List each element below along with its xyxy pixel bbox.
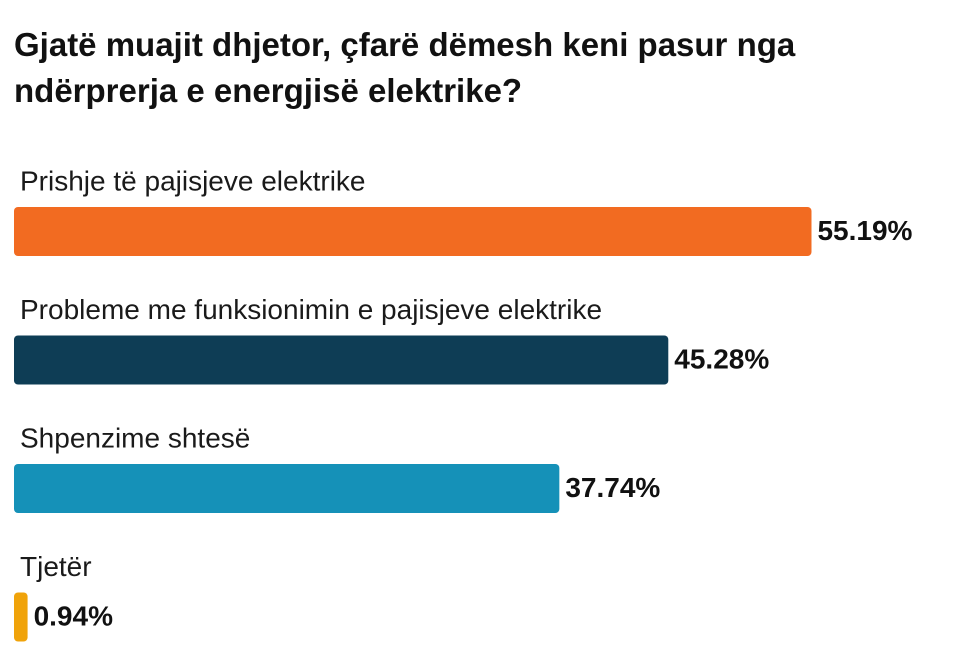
value-label: 0.94% xyxy=(34,600,113,631)
bar xyxy=(14,464,560,513)
chart-title: Gjatë muajit dhjetor, çfarë dëmesh keni … xyxy=(14,26,796,109)
bar xyxy=(14,592,28,642)
category-label: Tjetër xyxy=(20,551,92,582)
category-label: Probleme me funksionimin e pajisjeve ele… xyxy=(20,294,602,325)
value-label: 55.19% xyxy=(817,215,912,246)
value-label: 37.74% xyxy=(565,472,660,503)
category-label: Prishje të pajisjeve elektrike xyxy=(20,165,366,196)
category-label: Shpenzime shtesë xyxy=(20,422,250,453)
bar xyxy=(14,335,669,385)
value-label: 45.28% xyxy=(674,343,769,374)
bar xyxy=(14,207,812,256)
